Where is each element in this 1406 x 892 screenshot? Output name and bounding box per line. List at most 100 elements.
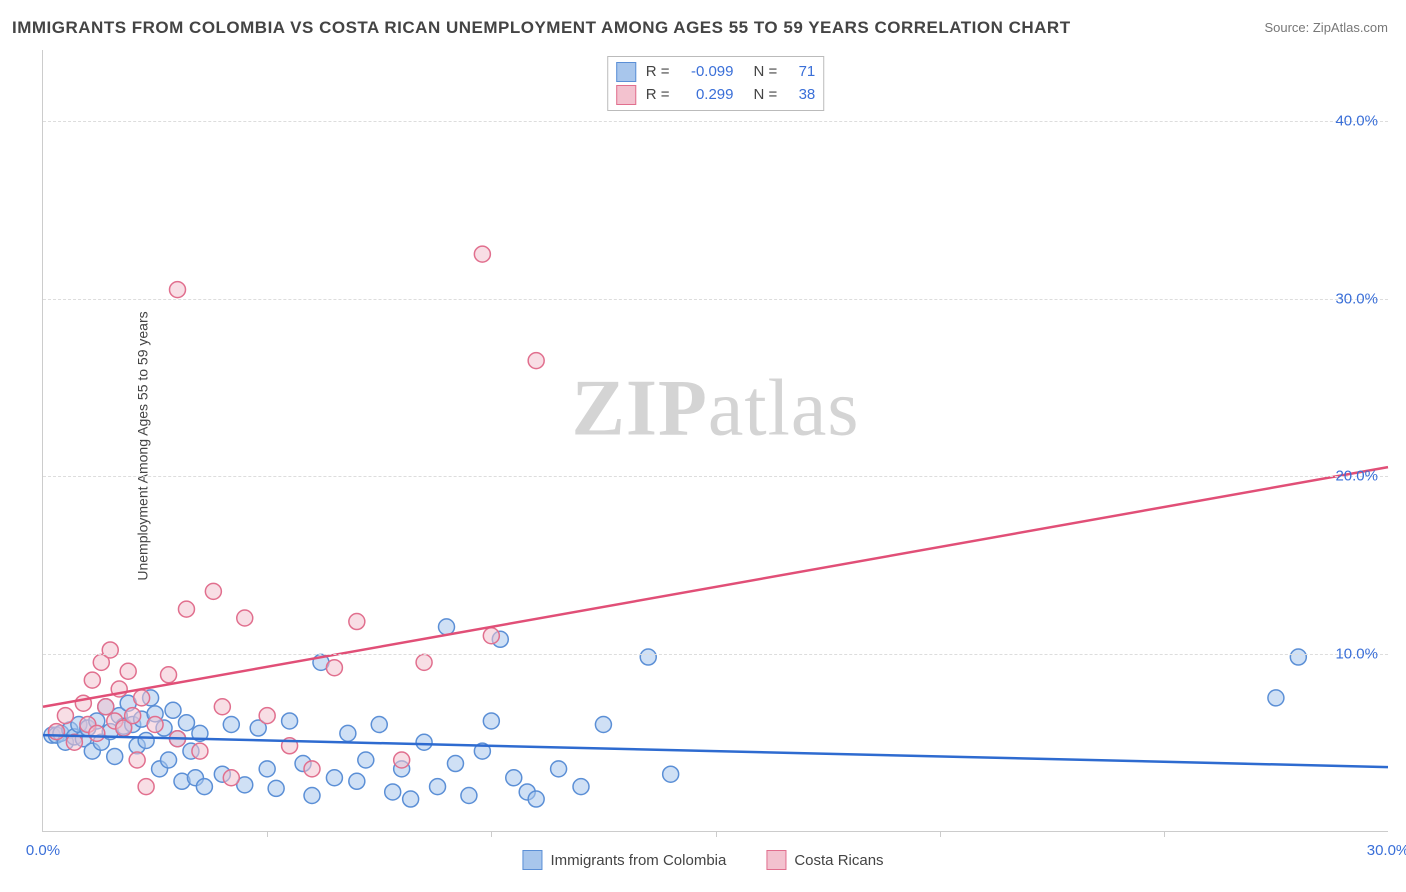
data-point [461, 788, 477, 804]
data-point [358, 752, 374, 768]
source-attribution: Source: ZipAtlas.com [1264, 20, 1388, 35]
series-legend: Immigrants from Colombia Costa Ricans [522, 850, 883, 870]
data-point [268, 780, 284, 796]
legend-swatch [616, 85, 636, 105]
x-tick-mark [1164, 831, 1165, 837]
data-point [506, 770, 522, 786]
data-point [447, 756, 463, 772]
data-point [102, 642, 118, 658]
trend-line [43, 467, 1388, 707]
data-point [129, 752, 145, 768]
data-point [528, 353, 544, 369]
data-point [205, 583, 221, 599]
x-tick-mark [491, 831, 492, 837]
gridline [43, 121, 1388, 122]
x-tick-label: 0.0% [26, 842, 60, 859]
data-point [430, 779, 446, 795]
chart-title: IMMIGRANTS FROM COLOMBIA VS COSTA RICAN … [12, 18, 1071, 38]
data-point [223, 717, 239, 733]
data-point [340, 725, 356, 741]
data-point [304, 761, 320, 777]
y-tick-label: 10.0% [1335, 645, 1378, 662]
data-point [147, 717, 163, 733]
data-point [595, 717, 611, 733]
data-point [385, 784, 401, 800]
data-point [439, 619, 455, 635]
data-point [663, 766, 679, 782]
data-point [371, 717, 387, 733]
n-value: 71 [787, 61, 815, 84]
chart-plot-area: ZIPatlas R =-0.099N =71R =0.299N =38 10.… [42, 50, 1388, 832]
data-point [551, 761, 567, 777]
gridline [43, 299, 1388, 300]
legend-item: Costa Ricans [766, 850, 883, 870]
r-value: 0.299 [680, 84, 734, 107]
data-point [304, 788, 320, 804]
data-point [349, 614, 365, 630]
legend-swatch [522, 850, 542, 870]
data-point [120, 663, 136, 679]
legend-item: Immigrants from Colombia [522, 850, 726, 870]
data-point [178, 715, 194, 731]
legend-label: Immigrants from Colombia [550, 852, 726, 869]
x-tick-mark [940, 831, 941, 837]
data-point [89, 725, 105, 741]
source-label: Source: [1264, 20, 1312, 35]
data-point [326, 660, 342, 676]
data-point [1268, 690, 1284, 706]
data-point [57, 708, 73, 724]
legend-swatch [616, 62, 636, 82]
legend-row: R = 0.299 N = 38 [616, 84, 816, 107]
source-link[interactable]: ZipAtlas.com [1313, 20, 1388, 35]
trend-line [43, 735, 1388, 767]
data-point [138, 732, 154, 748]
gridline [43, 654, 1388, 655]
data-point [134, 690, 150, 706]
data-point [84, 672, 100, 688]
data-point [107, 748, 123, 764]
data-point [48, 724, 64, 740]
data-point [138, 779, 154, 795]
gridline [43, 476, 1388, 477]
data-point [125, 708, 141, 724]
data-point [196, 779, 212, 795]
data-point [192, 743, 208, 759]
x-tick-label: 30.0% [1367, 842, 1406, 859]
data-point [282, 713, 298, 729]
r-value: -0.099 [680, 61, 734, 84]
data-point [1290, 649, 1306, 665]
data-point [259, 761, 275, 777]
data-point [394, 752, 410, 768]
data-point [349, 773, 365, 789]
data-point [214, 699, 230, 715]
legend-swatch [766, 850, 786, 870]
data-point [326, 770, 342, 786]
data-point [483, 713, 499, 729]
x-tick-mark [267, 831, 268, 837]
data-point [223, 770, 239, 786]
data-point [416, 654, 432, 670]
data-point [474, 246, 490, 262]
data-point [528, 791, 544, 807]
n-value: 38 [787, 84, 815, 107]
n-label: N = [754, 84, 778, 107]
correlation-legend: R = -0.099 N = 71 R = 0.299 N = 38 [607, 56, 825, 111]
data-point [483, 628, 499, 644]
data-point [416, 734, 432, 750]
data-point [237, 610, 253, 626]
data-point [161, 667, 177, 683]
data-point [165, 702, 181, 718]
data-point [161, 752, 177, 768]
data-point [178, 601, 194, 617]
r-label: R = [646, 84, 670, 107]
r-label: R = [646, 61, 670, 84]
y-tick-label: 20.0% [1335, 468, 1378, 485]
legend-row: R = -0.099 N = 71 [616, 61, 816, 84]
data-point [170, 282, 186, 298]
scatter-svg [43, 50, 1388, 831]
x-tick-mark [716, 831, 717, 837]
data-point [573, 779, 589, 795]
n-label: N = [754, 61, 778, 84]
data-point [98, 699, 114, 715]
data-point [403, 791, 419, 807]
